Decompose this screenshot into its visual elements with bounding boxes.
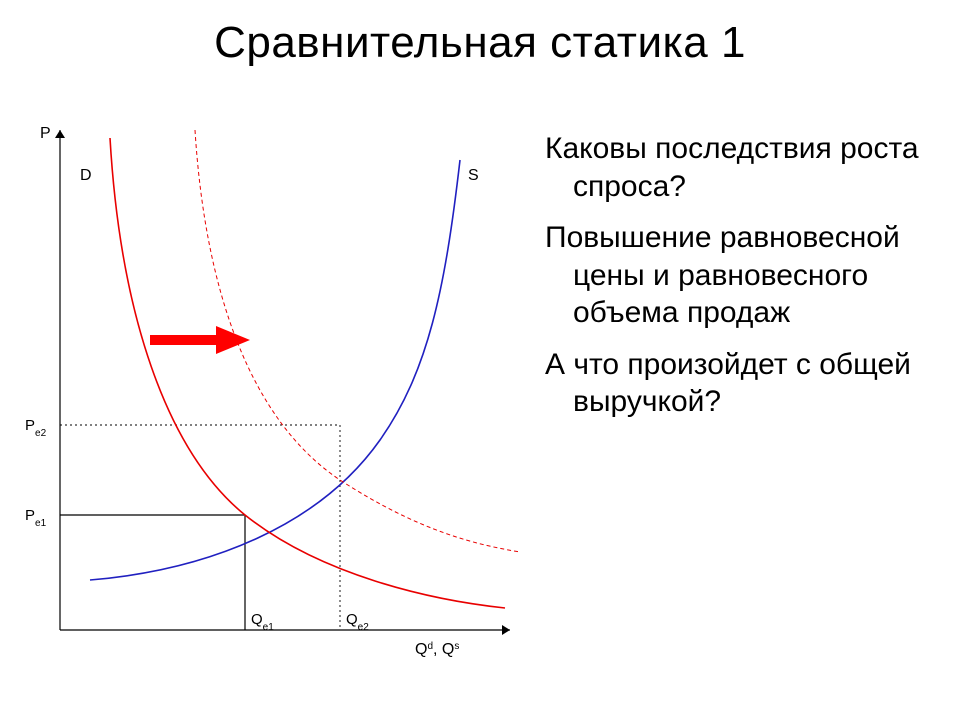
slide-title: Сравнительная статика 1 (0, 18, 960, 68)
svg-text:Qe1: Qe1 (251, 611, 274, 633)
svg-text:D: D (80, 167, 92, 184)
svg-text:Qd, Qs: Qd, Qs (415, 641, 459, 659)
slide: Сравнительная статика 1 P Qd, Qs D S Pe1 Pe2 Q… (0, 0, 960, 720)
side-text-p3: А что произойдет с общей выручкой? (545, 346, 945, 421)
side-text: Каковы последствия роста спроса? Повышен… (545, 130, 945, 435)
svg-text:Qe2: Qe2 (346, 611, 369, 633)
supply-demand-chart: P Qd, Qs D S Pe1 Pe2 Qe1 Qe2 (20, 120, 520, 660)
svg-text:P: P (40, 125, 51, 142)
svg-text:Pe1: Pe1 (25, 507, 47, 529)
chart-container: P Qd, Qs D S Pe1 Pe2 Qe1 Qe2 (20, 120, 520, 680)
svg-text:S: S (468, 167, 479, 184)
side-text-p2: Повышение равновесной цены и равновесног… (545, 219, 945, 332)
side-text-p1: Каковы последствия роста спроса? (545, 130, 945, 205)
svg-text:Pe2: Pe2 (25, 417, 47, 439)
